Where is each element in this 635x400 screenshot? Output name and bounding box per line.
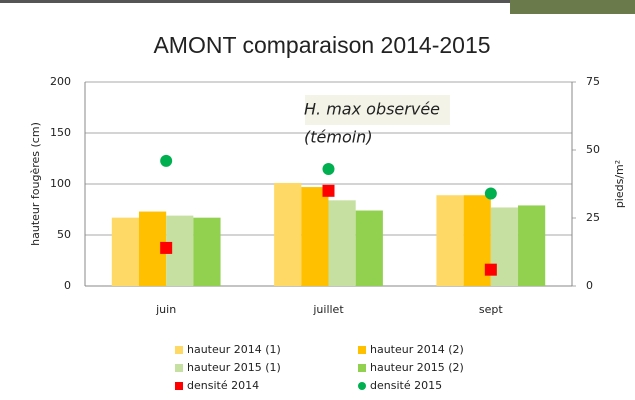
bar [193, 218, 220, 286]
legend-label: hauteur 2014 (1) [187, 343, 281, 356]
marker [323, 185, 335, 197]
legend-label: hauteur 2014 (2) [370, 343, 464, 356]
y-tick-label: 100 [50, 177, 71, 190]
y2-axis-label: pieds/m² [613, 160, 626, 208]
y2-tick-label: 0 [586, 279, 593, 292]
legend-swatch [175, 382, 183, 390]
y2-tick-label: 25 [586, 211, 600, 224]
top-border [0, 0, 510, 3]
legend-label: densité 2015 [370, 379, 442, 392]
y2-tick-label: 50 [586, 143, 600, 156]
x-tick-label: sept [479, 303, 503, 316]
legend-swatch [358, 346, 366, 354]
bar [112, 218, 139, 286]
bar [301, 187, 328, 286]
bar [356, 211, 383, 286]
bar [329, 200, 356, 286]
chart-title: AMONT comparaison 2014-2015 [153, 32, 490, 58]
photo-strip [510, 0, 635, 14]
y2-tick-label: 75 [586, 75, 600, 88]
bar [436, 195, 463, 286]
x-tick-label: juin [155, 303, 176, 316]
marker [160, 155, 172, 167]
legend-swatch [358, 382, 366, 390]
legend-label: hauteur 2015 (1) [187, 361, 281, 374]
legend-swatch [175, 364, 183, 372]
y-axis-label: hauteur fougères (cm) [29, 122, 42, 246]
x-tick-label: juillet [312, 303, 344, 316]
annotation: (témoin) [304, 128, 373, 147]
y-tick-label: 150 [50, 126, 71, 139]
legend-swatch [175, 346, 183, 354]
legend-label: hauteur 2015 (2) [370, 361, 464, 374]
y-tick-label: 50 [57, 228, 71, 241]
bar [274, 183, 301, 286]
y-tick-label: 0 [64, 279, 71, 292]
marker [485, 264, 497, 276]
annotation: H. max observée [304, 100, 440, 119]
bar [518, 205, 545, 286]
legend-swatch [358, 364, 366, 372]
marker [485, 188, 497, 200]
legend-label: densité 2014 [187, 379, 259, 392]
y-tick-label: 200 [50, 75, 71, 88]
marker [323, 163, 335, 175]
marker [160, 242, 172, 254]
chart: AMONT comparaison 2014-2015 hauteur foug… [0, 0, 635, 400]
